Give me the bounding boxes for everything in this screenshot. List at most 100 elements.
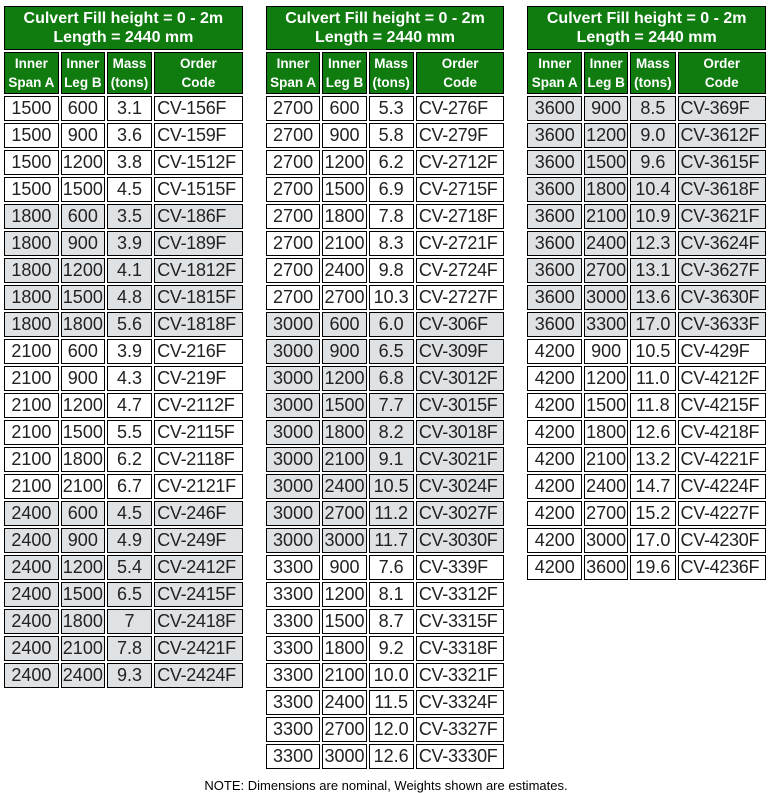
code-cell: CV-3012F: [415, 366, 505, 391]
span-cell: 3300: [265, 555, 321, 580]
leg-cell: 900: [584, 96, 629, 121]
mass-cell: 12.6: [630, 420, 676, 445]
code-cell: CV-339F: [415, 555, 505, 580]
table-row: 1500 600 3.1 CV-156F: [4, 96, 243, 121]
mass-cell: 4.7: [106, 393, 153, 418]
code-cell: CV-2718F: [415, 204, 505, 229]
table-title: Culvert Fill height = 0 - 2m Length = 24…: [4, 6, 243, 50]
table-row: 2700 1200 6.2 CV-2712F: [265, 150, 505, 175]
span-cell: 1800: [4, 231, 59, 256]
leg-cell: 1800: [584, 420, 629, 445]
code-cell: CV-2112F: [154, 393, 243, 418]
span-cell: 2100: [4, 447, 59, 472]
table-row: 3000 3000 11.7 CV-3030F: [265, 528, 505, 553]
code-cell: CV-369F: [677, 96, 767, 121]
span-cell: 3300: [265, 744, 321, 769]
leg-cell: 2100: [584, 204, 629, 229]
leg-cell: 1200: [322, 150, 367, 175]
span-cell: 2400: [4, 582, 59, 607]
span-cell: 2700: [265, 177, 321, 202]
column-header: Inner Span A: [527, 52, 583, 94]
table-row: 4200 2700 15.2 CV-4227F: [527, 501, 767, 526]
mass-cell: 11.8: [630, 393, 676, 418]
span-cell: 2100: [4, 366, 59, 391]
code-cell: CV-3318F: [415, 636, 505, 661]
code-cell: CV-4227F: [677, 501, 767, 526]
table-row: 3000 2100 9.1 CV-3021F: [265, 447, 505, 472]
code-cell: CV-2715F: [415, 177, 505, 202]
table-row: 1800 1200 4.1 CV-1812F: [4, 258, 243, 283]
leg-cell: 3600: [584, 555, 629, 580]
table-row: 2100 1200 4.7 CV-2112F: [4, 393, 243, 418]
leg-cell: 2700: [584, 501, 629, 526]
table-row: 2100 2100 6.7 CV-2121F: [4, 474, 243, 499]
table-row: 2700 2100 8.3 CV-2721F: [265, 231, 505, 256]
leg-cell: 1500: [584, 150, 629, 175]
span-cell: 2400: [4, 609, 59, 634]
leg-cell: 1500: [60, 285, 105, 310]
span-cell: 2700: [265, 231, 321, 256]
span-cell: 2100: [4, 474, 59, 499]
table-row: 2700 900 5.8 CV-279F: [265, 123, 505, 148]
leg-cell: 3300: [584, 312, 629, 337]
span-cell: 1800: [4, 285, 59, 310]
table-row: 3600 1200 9.0 CV-3612F: [527, 123, 767, 148]
table-row: 3300 2100 10.0 CV-3321F: [265, 663, 505, 688]
span-cell: 2400: [4, 636, 59, 661]
leg-cell: 900: [584, 339, 629, 364]
span-cell: 3600: [527, 285, 583, 310]
span-cell: 4200: [527, 474, 583, 499]
span-cell: 3300: [265, 582, 321, 607]
code-cell: CV-3315F: [415, 609, 505, 634]
code-cell: CV-2118F: [154, 447, 243, 472]
leg-cell: 1200: [60, 555, 105, 580]
leg-cell: 900: [322, 123, 367, 148]
column-header: Order Code: [154, 52, 243, 94]
table-row: 3300 1200 8.1 CV-3312F: [265, 582, 505, 607]
leg-cell: 1800: [322, 636, 367, 661]
mass-cell: 8.2: [368, 420, 414, 445]
column-header: Order Code: [415, 52, 505, 94]
code-cell: CV-4236F: [677, 555, 767, 580]
span-cell: 3000: [265, 366, 321, 391]
leg-cell: 2400: [584, 474, 629, 499]
span-cell: 3300: [265, 717, 321, 742]
mass-cell: 9.1: [368, 447, 414, 472]
mass-cell: 13.6: [630, 285, 676, 310]
span-cell: 4200: [527, 393, 583, 418]
span-cell: 3600: [527, 96, 583, 121]
span-cell: 3000: [265, 474, 321, 499]
code-cell: CV-279F: [415, 123, 505, 148]
span-cell: 2100: [4, 339, 59, 364]
leg-cell: 1800: [60, 609, 105, 634]
code-cell: CV-3627F: [677, 258, 767, 283]
code-cell: CV-3633F: [677, 312, 767, 337]
table-row: 2100 1800 6.2 CV-2118F: [4, 447, 243, 472]
code-cell: CV-1818F: [154, 312, 243, 337]
mass-cell: 3.1: [106, 96, 153, 121]
leg-cell: 1500: [584, 393, 629, 418]
table-row: 3000 2400 10.5 CV-3024F: [265, 474, 505, 499]
leg-cell: 600: [60, 96, 105, 121]
code-cell: CV-3015F: [415, 393, 505, 418]
table-row: 4200 2100 13.2 CV-4221F: [527, 447, 767, 472]
leg-cell: 2400: [322, 258, 367, 283]
code-cell: CV-2424F: [154, 663, 243, 688]
leg-cell: 1200: [60, 258, 105, 283]
culvert-table-3: Culvert Fill height = 0 - 2m Length = 24…: [525, 4, 768, 582]
span-cell: 2700: [265, 258, 321, 283]
span-cell: 3300: [265, 663, 321, 688]
leg-cell: 2400: [584, 231, 629, 256]
mass-cell: 5.4: [106, 555, 153, 580]
leg-cell: 2400: [322, 690, 367, 715]
code-cell: CV-219F: [154, 366, 243, 391]
mass-cell: 5.8: [368, 123, 414, 148]
code-cell: CV-429F: [677, 339, 767, 364]
leg-cell: 2700: [322, 501, 367, 526]
mass-cell: 5.6: [106, 312, 153, 337]
table-title: Culvert Fill height = 0 - 2m Length = 24…: [527, 6, 767, 50]
span-cell: 3600: [527, 258, 583, 283]
span-cell: 4200: [527, 501, 583, 526]
code-cell: CV-246F: [154, 501, 243, 526]
leg-cell: 600: [60, 501, 105, 526]
